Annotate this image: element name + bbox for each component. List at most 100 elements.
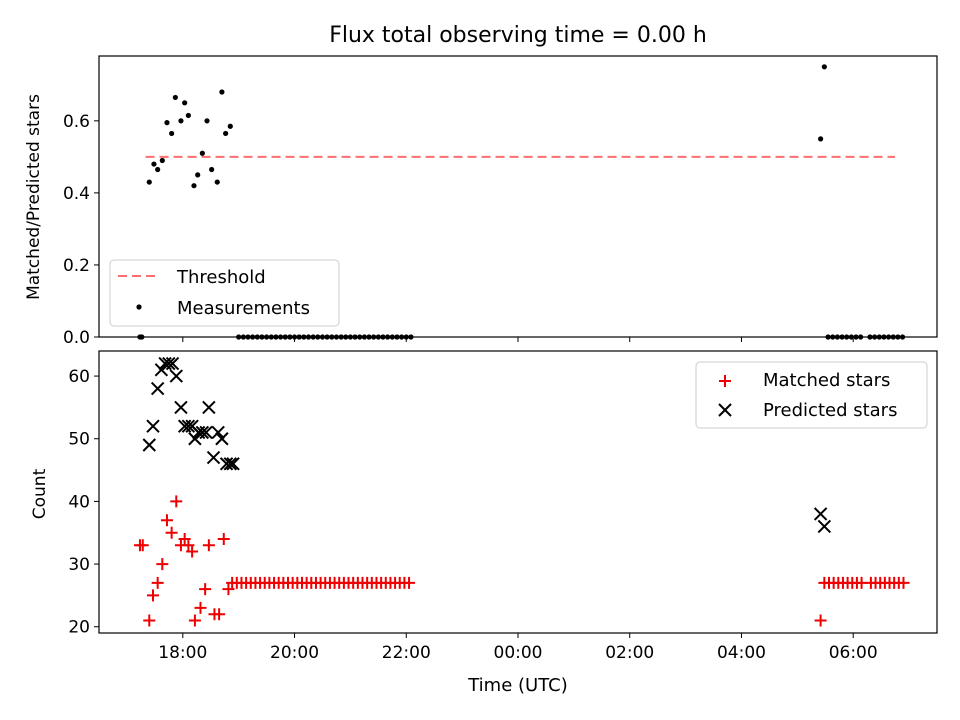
matched-star-point: [194, 601, 207, 614]
matched-star-point: [143, 614, 156, 627]
bottom-ytick-label: 60: [68, 367, 90, 387]
matched-star-point: [165, 526, 178, 539]
measurement-point: [182, 100, 188, 106]
matched-star-point: [186, 545, 199, 558]
predicted-star-point: [817, 519, 832, 534]
matched-star-point: [217, 533, 230, 545]
matched-legend-label: Matched stars: [763, 370, 890, 391]
predicted-star-point: [813, 507, 828, 521]
matched-star-point: [170, 495, 183, 508]
measurement-point: [223, 130, 229, 137]
bottom-ytick-label: 40: [68, 492, 90, 512]
top-ytick-label: 0.0: [63, 328, 90, 348]
bottom-points-layer: [133, 356, 910, 627]
predicted-star-point: [146, 419, 160, 433]
measurement-point: [195, 172, 201, 178]
predicted-star-point: [174, 400, 188, 415]
threshold-legend-label: Threshold: [176, 267, 266, 288]
measurement-point: [146, 179, 152, 185]
predicted-star-point: [223, 457, 237, 471]
bottom-xtick-label: 06:00: [829, 643, 878, 663]
measurement-point: [227, 123, 233, 129]
predicted-star-point: [165, 356, 180, 371]
predicted-legend-label: Predicted stars: [763, 400, 897, 421]
predicted-star-point: [162, 356, 176, 371]
bottom-x-axis-label: Time (UTC): [467, 675, 568, 696]
bottom-y-axis-label: Count: [30, 468, 50, 519]
measurement-point: [169, 130, 175, 137]
measurement-point: [209, 166, 215, 173]
top-ytick-label: 0.6: [63, 112, 90, 132]
bottom-xticks: 18:00 20:00 22:00 00:00 02:00 04:00 06:00: [158, 633, 878, 663]
bottom-xtick-label: 00:00: [494, 643, 543, 663]
matched-star-point: [136, 539, 149, 552]
predicted-star-point: [195, 425, 210, 440]
measurement-point: [172, 94, 178, 101]
matched-star-point: [814, 614, 827, 627]
predicted-star-point: [202, 400, 216, 415]
bottom-ytick-label: 30: [68, 555, 90, 575]
chart-title: Flux total observing time = 0.00 h: [329, 23, 707, 48]
top-ytick-label: 0.2: [63, 256, 90, 276]
matched-star-point: [182, 539, 195, 552]
matched-star-point: [403, 576, 416, 589]
bottom-xtick-label: 20:00: [270, 643, 319, 663]
predicted-star-point: [181, 419, 196, 433]
measurement-point: [214, 179, 220, 185]
measurement-point: [178, 118, 184, 124]
predicted-star-point: [150, 381, 165, 396]
measurement-point: [185, 112, 191, 119]
predicted-star-point: [215, 432, 229, 446]
predicted-star-point: [169, 369, 183, 383]
matched-star-point: [213, 608, 226, 621]
bottom-ytick-label: 20: [68, 618, 90, 638]
predicted-star-point: [142, 438, 156, 452]
measurement-point: [818, 136, 824, 142]
measurement-point: [204, 118, 210, 124]
bottom-xtick-label: 02:00: [605, 643, 654, 663]
predicted-star-point: [199, 425, 213, 440]
measurement-point: [191, 183, 197, 189]
measurements-legend-label: Measurements: [177, 298, 310, 319]
bottom-yticks: 20 30 40 50 60: [68, 367, 99, 638]
predicted-star-point: [219, 457, 234, 471]
matched-star-point: [897, 576, 910, 589]
matched-star-point: [178, 533, 191, 545]
predicted-legend-swatch: [718, 403, 732, 417]
bottom-panel: 20 30 40 50 60 18:00 20:00 22:00 00:00 02:00 04:0…: [30, 350, 938, 696]
top-xticks: [182, 337, 854, 342]
top-legend-box: [109, 259, 340, 327]
matched-star-point: [156, 558, 169, 571]
bottom-xtick-label: 18:00: [158, 643, 207, 663]
matched-legend-swatch: [719, 375, 731, 387]
measurement-point: [821, 64, 827, 70]
measurement-point: [151, 161, 157, 167]
predicted-star-point: [226, 457, 240, 471]
matched-star-point: [199, 583, 212, 596]
measurement-point: [159, 157, 165, 164]
measurement-point: [164, 120, 170, 126]
top-yticks: 0.0 0.2 0.4 0.6: [63, 112, 99, 348]
measurement-point: [219, 89, 225, 95]
measurement-point: [199, 150, 205, 156]
matched-star-point: [188, 614, 201, 627]
top-y-axis-label: Matched/Predicted stars: [24, 94, 44, 300]
predicted-star-point: [206, 450, 221, 465]
bottom-legend-box: [695, 361, 928, 429]
top-panel: 0.0 0.2 0.4 0.6 Matched/Predicted stars Thr…: [24, 55, 938, 348]
top-legend: Threshold Measurements: [109, 259, 340, 327]
bottom-ytick-label: 50: [68, 430, 90, 450]
bottom-xtick-label: 04:00: [717, 643, 766, 663]
measurements-legend-swatch: [136, 304, 142, 310]
predicted-star-point: [211, 425, 225, 440]
matched-star-point: [202, 539, 215, 552]
bottom-legend: Matched stars Predicted stars: [695, 361, 928, 429]
matched-star-point: [222, 583, 235, 596]
matched-star-point: [151, 576, 164, 589]
measurement-point: [155, 166, 161, 173]
matched-star-point: [160, 514, 173, 527]
bottom-xtick-label: 22:00: [382, 643, 431, 663]
matched-star-point: [147, 589, 160, 602]
